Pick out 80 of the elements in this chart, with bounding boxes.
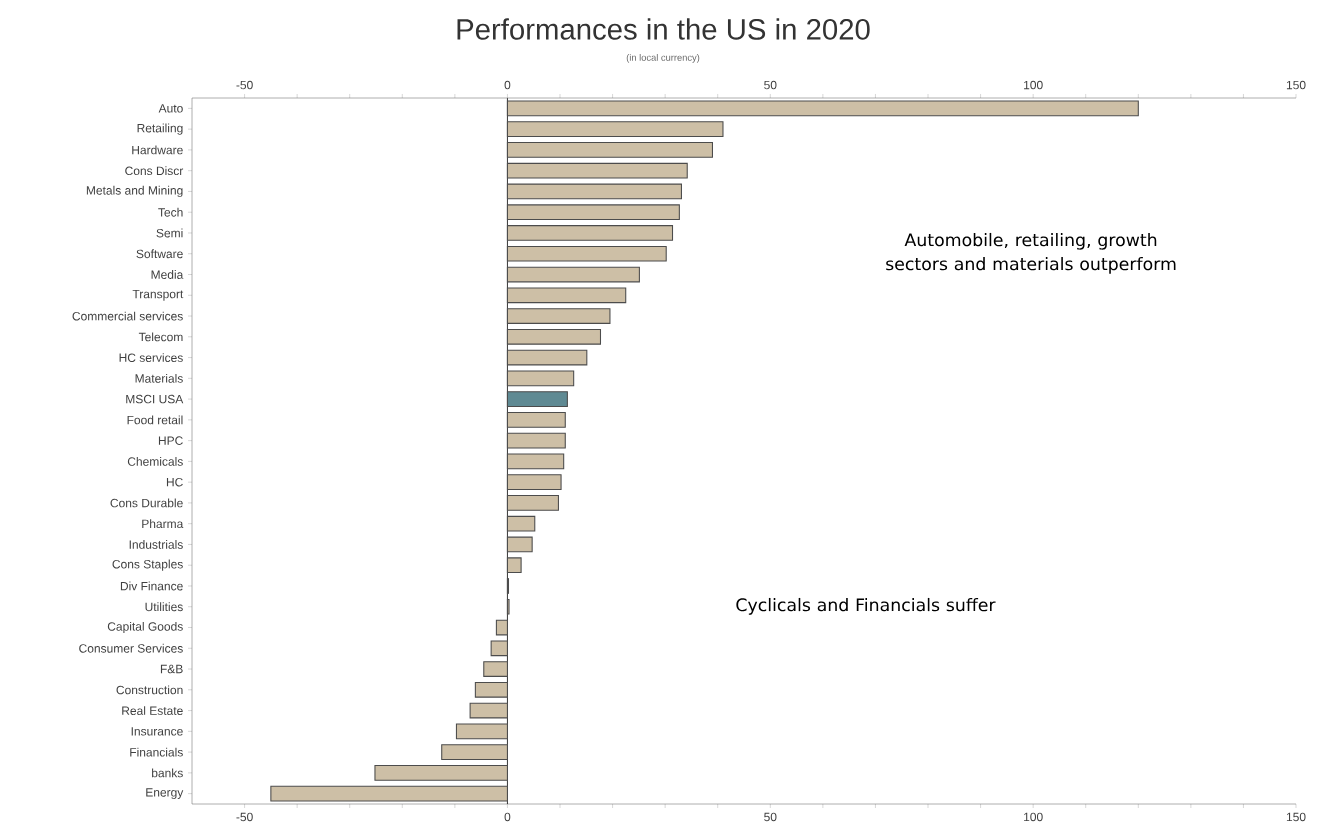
y-tick-label: banks — [152, 768, 183, 778]
y-tick-label: Consumer Services — [79, 643, 183, 653]
y-tick-label: Metals and Mining — [86, 185, 183, 198]
y-tick-label: Real Estate — [122, 706, 183, 715]
bar — [506, 515, 536, 532]
bar — [270, 785, 508, 802]
y-tick-label: Capital Goods — [107, 621, 183, 634]
y-tick-label: Industrials — [129, 540, 183, 549]
bar — [506, 370, 575, 387]
annotation: Cyclicals and Financials suffer — [736, 597, 996, 615]
bar — [506, 474, 562, 491]
y-tick-label: Insurance — [131, 727, 183, 736]
y-tick-label: Utilities — [145, 602, 183, 612]
y-tick-label: Tech — [158, 207, 183, 217]
bar — [374, 764, 508, 781]
bar — [441, 744, 508, 760]
y-tick-label: HC services — [119, 353, 183, 362]
bar — [506, 349, 588, 366]
y-tick-label: Transport — [132, 289, 184, 301]
bar — [506, 432, 566, 449]
y-tick-label: Media — [151, 270, 184, 279]
x2-tick-label: 100 — [1024, 812, 1043, 822]
y-tick-label: Retailing — [137, 123, 183, 135]
bar — [506, 266, 640, 283]
x-tick-label: 100 — [1024, 80, 1043, 90]
bar — [474, 681, 508, 698]
bar — [506, 557, 522, 574]
chart-title: Performances in the US in 2020 — [457, 18, 870, 40]
y-tick-label: Auto — [158, 104, 183, 113]
bar — [506, 495, 559, 511]
bar — [506, 287, 627, 304]
bar — [506, 453, 565, 470]
y-tick-label: Semi — [156, 228, 183, 238]
y-tick-label: F&B — [160, 664, 183, 674]
annotation: Automobile, retailing, growth sectors and materials outperform — [886, 232, 1176, 274]
bar — [495, 619, 508, 636]
y-tick-label: Hardware — [132, 145, 183, 155]
y-tick-label: Food retail — [127, 415, 183, 425]
y-tick-label: HPC — [158, 436, 183, 445]
x-tick-label: 50 — [764, 80, 777, 90]
y-tick-label: Cons Discr — [125, 166, 184, 176]
y-tick-label: Energy — [146, 788, 184, 799]
x2-tick-label: -50 — [236, 812, 253, 822]
y-tick-label: Software — [136, 249, 183, 259]
bar — [490, 640, 508, 657]
x-tick-label: 0 — [504, 80, 511, 90]
y-tick-label: Construction — [116, 685, 183, 695]
bar — [506, 536, 533, 553]
bar — [506, 142, 714, 158]
bar — [506, 100, 1139, 117]
y-tick-label: Commercial services — [72, 311, 183, 321]
y-tick-label: Financials — [130, 747, 183, 757]
bar — [506, 183, 682, 200]
bar — [506, 162, 688, 179]
y-tick-label: Pharma — [142, 519, 184, 529]
bar — [506, 225, 674, 241]
bar — [483, 661, 508, 677]
bar — [455, 723, 508, 740]
y-tick-label: Cons Durable — [110, 498, 183, 508]
x-tick-label: -50 — [236, 80, 253, 90]
y-tick-label: HC — [166, 477, 183, 487]
x-tick-label: 150 — [1286, 80, 1306, 90]
y-tick-label: MSCI USA — [126, 394, 184, 404]
bar — [506, 121, 724, 138]
chart-subtitle: (in local currency) — [626, 53, 700, 63]
bar — [469, 702, 508, 719]
bar — [506, 391, 568, 407]
y-tick-label: Chemicals — [127, 456, 183, 466]
y-tick-label: Div Finance — [120, 581, 183, 591]
bar — [506, 245, 667, 262]
y-tick-label: Cons Staples — [112, 559, 183, 571]
y-tick-label: Materials — [135, 373, 183, 383]
y-tick-label: Telecom — [138, 332, 183, 342]
x2-tick-label: 0 — [504, 812, 511, 822]
x2-tick-label: 150 — [1286, 812, 1306, 822]
bar — [506, 308, 611, 324]
x2-tick-label: 50 — [764, 812, 777, 822]
bar — [506, 204, 680, 221]
bar — [506, 328, 602, 345]
bar — [506, 411, 566, 428]
